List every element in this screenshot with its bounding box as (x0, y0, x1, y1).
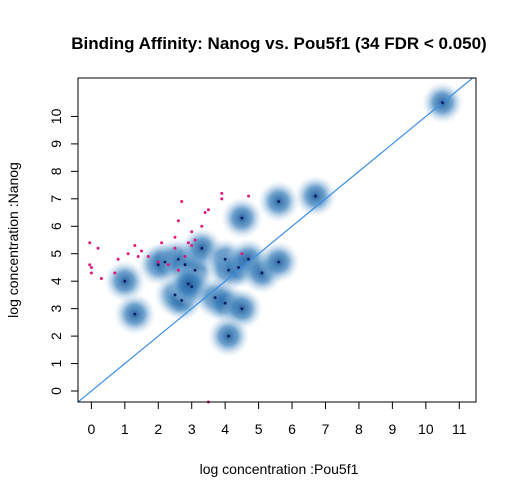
y-tick-label: 7 (48, 195, 64, 203)
data-point (190, 285, 194, 289)
significant-point (193, 238, 197, 242)
data-point (180, 299, 184, 302)
significant-point (176, 268, 180, 272)
y-tick-label: 0 (48, 387, 64, 395)
x-tick-label: 8 (355, 421, 363, 437)
significant-point (113, 271, 117, 275)
significant-point (176, 219, 180, 223)
plot-frame (77, 77, 477, 403)
y-tick-label: 1 (48, 359, 64, 367)
x-tick-label: 3 (188, 421, 196, 437)
significant-point (200, 224, 204, 228)
x-tick-label: 1 (121, 421, 129, 437)
y-tick-label: 2 (48, 332, 64, 340)
significant-point (140, 249, 144, 253)
data-point (227, 268, 230, 272)
data-point (314, 194, 317, 198)
y-axis: 0 1 2 3 4 5 6 7 8 9 10 (48, 108, 78, 395)
significant-point (220, 197, 224, 201)
data-point (240, 307, 244, 311)
significant-point (173, 246, 177, 250)
significant-point (89, 271, 93, 275)
data-point (183, 263, 187, 267)
chart-title: Binding Affinity: Nanog vs. Pou5f1 (34 F… (71, 34, 486, 53)
x-tick-label: 7 (322, 421, 330, 437)
significant-point (96, 246, 100, 250)
reference-line-layer (78, 78, 474, 402)
significant-point (160, 241, 164, 245)
significant-point (180, 200, 184, 204)
significant-point (166, 263, 170, 267)
data-point (223, 301, 227, 305)
data-point (223, 257, 227, 261)
data-point (173, 293, 177, 297)
x-tick-label: 2 (154, 421, 162, 437)
x-tick-label: 11 (452, 421, 467, 437)
significant-point (156, 260, 160, 264)
x-tick-label: 6 (288, 421, 296, 437)
data-point (133, 312, 137, 316)
data-point (277, 200, 281, 203)
data-point (123, 279, 127, 283)
significant-point (89, 265, 93, 269)
data-point (227, 334, 230, 338)
significant-point (146, 254, 150, 258)
significant-points-layer (88, 191, 251, 404)
significant-point (173, 235, 177, 239)
data-point (213, 296, 217, 300)
x-axis-label: log concentration :Pou5f1 (200, 461, 359, 477)
data-point (237, 266, 240, 269)
identity-line (78, 78, 474, 402)
density-layer (103, 81, 464, 358)
data-point (156, 263, 160, 267)
x-tick-label: 10 (418, 421, 434, 437)
x-tick-label: 0 (87, 421, 95, 437)
significant-point (88, 263, 92, 267)
y-tick-label: 10 (48, 108, 64, 124)
significant-point (183, 254, 187, 258)
x-tick-label: 5 (255, 421, 263, 437)
x-tick-label: 9 (388, 421, 396, 437)
data-point (441, 101, 444, 105)
significant-point (133, 243, 137, 247)
significant-point (88, 241, 92, 245)
data-point (176, 257, 180, 261)
data-point (240, 216, 244, 220)
significant-point (220, 191, 224, 195)
data-point (260, 271, 264, 275)
y-tick-label: 5 (48, 250, 64, 258)
significant-point (247, 194, 251, 198)
data-point (186, 282, 190, 286)
y-tick-label: 8 (48, 167, 64, 175)
data-point (193, 268, 197, 272)
y-tick-label: 4 (48, 277, 64, 285)
data-point (277, 260, 281, 264)
y-tick-label: 3 (48, 305, 64, 313)
significant-point (126, 252, 130, 256)
significant-point (206, 208, 210, 212)
x-tick-label: 4 (221, 421, 229, 437)
data-point (163, 260, 167, 264)
points-layer (123, 101, 444, 338)
y-tick-label: 6 (48, 222, 64, 230)
significant-point (190, 243, 194, 247)
significant-point (136, 254, 140, 258)
significant-point (99, 276, 103, 280)
x-axis: 0 1 2 3 4 5 6 7 8 9 10 11 (87, 402, 467, 437)
y-tick-label: 9 (48, 140, 64, 148)
significant-point (186, 241, 190, 245)
significant-point (190, 230, 194, 234)
significant-point (203, 211, 207, 215)
data-point (247, 257, 250, 261)
significant-point (116, 257, 120, 261)
y-axis-label: log concentration :Nanog (5, 162, 21, 318)
significant-point (240, 252, 244, 256)
data-point (200, 246, 204, 250)
